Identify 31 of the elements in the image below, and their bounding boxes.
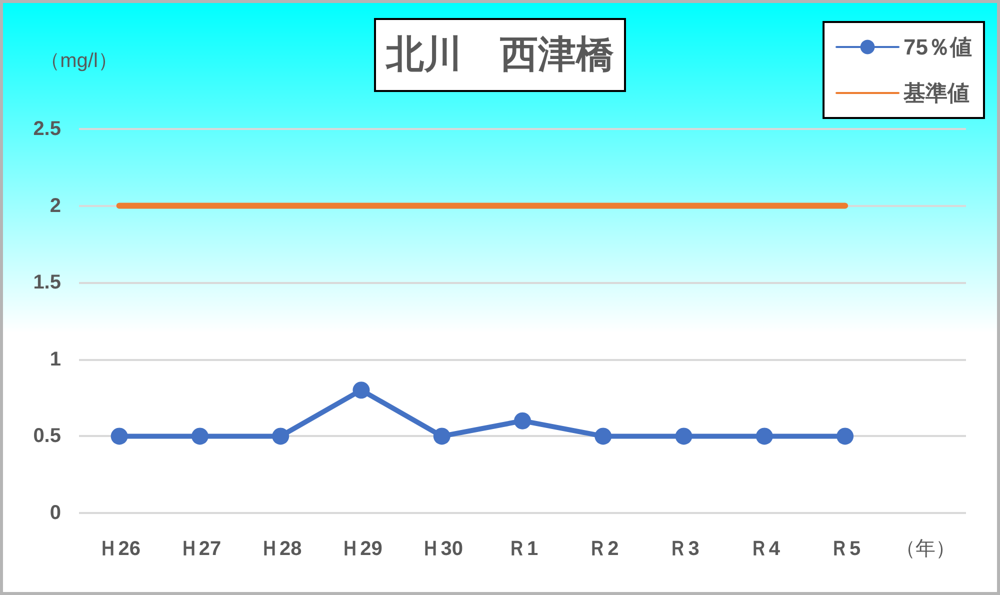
x-tick-label: Ｒ5 bbox=[829, 538, 861, 560]
legend-label: 基準値 bbox=[902, 80, 970, 106]
x-tick-label: Ｈ28 bbox=[259, 538, 302, 560]
x-tick-label: Ｈ27 bbox=[178, 538, 222, 560]
point bbox=[836, 428, 854, 445]
x-tick-label: Ｈ30 bbox=[420, 538, 463, 560]
point bbox=[191, 428, 208, 445]
legend-label: 75％値 bbox=[904, 34, 972, 60]
x-tick-label: Ｒ1 bbox=[506, 538, 538, 560]
y-axis-title: （mg/l） bbox=[40, 50, 118, 72]
y-tick-label: 2.5 bbox=[33, 118, 61, 140]
point bbox=[675, 428, 692, 445]
y-tick-label: 0.5 bbox=[33, 425, 61, 448]
x-axis-title: （年） bbox=[896, 538, 956, 560]
point bbox=[433, 428, 450, 445]
point bbox=[594, 428, 612, 445]
y-tick-label: 2 bbox=[50, 194, 61, 217]
x-tick-label: Ｒ2 bbox=[588, 538, 619, 560]
x-tick-label: Ｈ26 bbox=[98, 538, 140, 560]
point bbox=[272, 428, 290, 445]
x-tick-label: Ｒ4 bbox=[748, 538, 781, 560]
point bbox=[352, 382, 370, 399]
point bbox=[756, 428, 773, 445]
y-tick-label: 1.5 bbox=[33, 272, 61, 294]
point bbox=[110, 428, 128, 445]
point bbox=[514, 412, 531, 430]
x-tick-label: Ｈ29 bbox=[340, 538, 382, 560]
y-tick-label: 0 bbox=[50, 502, 61, 524]
y-tick-label: 1 bbox=[50, 348, 61, 370]
x-tick-label: Ｒ3 bbox=[668, 538, 700, 560]
chart-title: 北川 西津橋 bbox=[385, 34, 614, 76]
